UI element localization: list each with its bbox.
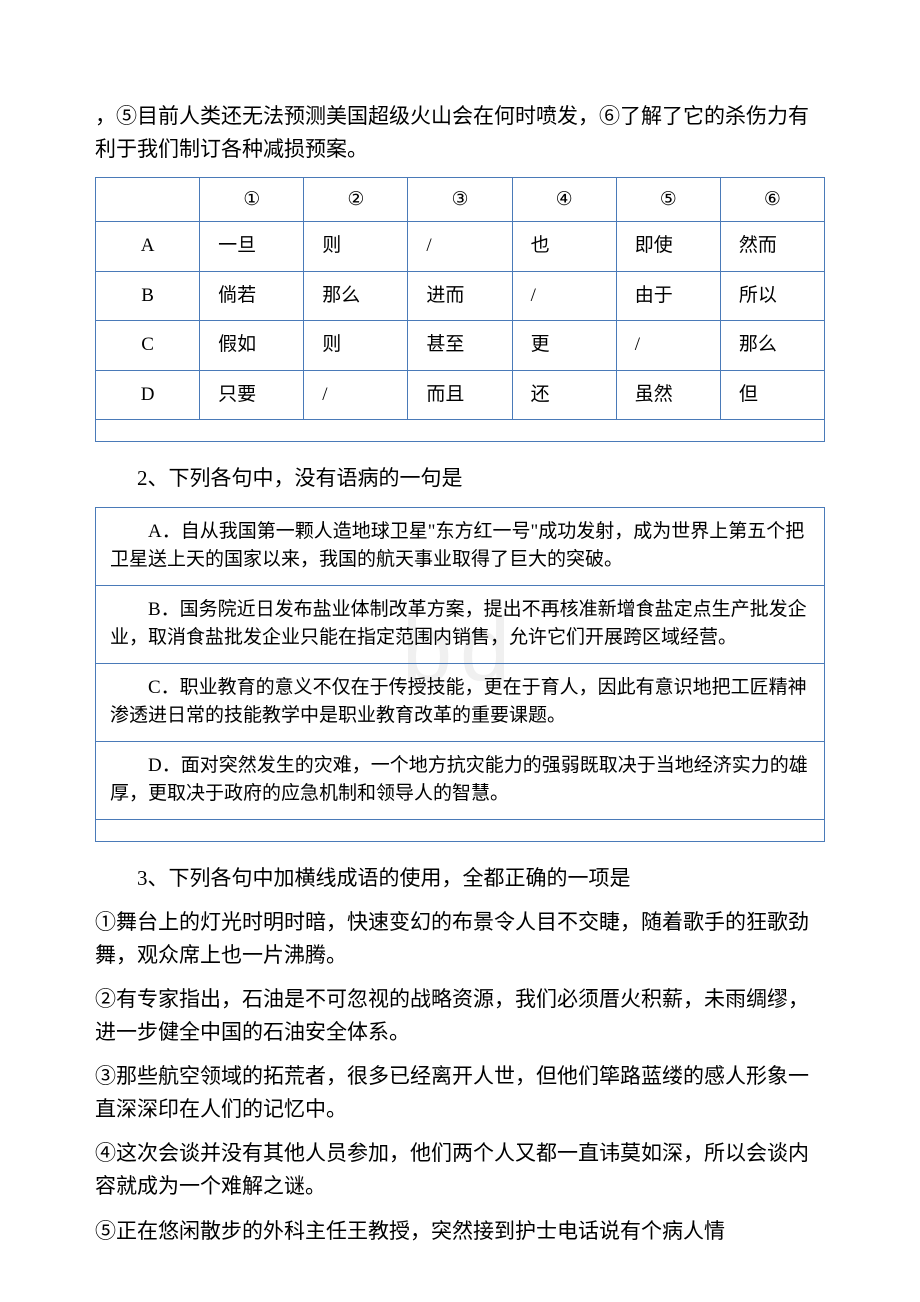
- data-cell: /: [616, 321, 720, 371]
- table-row: C 假如 则 甚至 更 / 那么: [96, 321, 825, 371]
- options-table-1: ① ② ③ ④ ⑤ ⑥ A 一旦 则 / 也 即使 然而 B 倘若 那么 进而 …: [95, 177, 825, 442]
- data-cell: 而且: [408, 370, 512, 420]
- q3-item: ③那些航空领域的拓荒者，很多已经离开人世，但他们筚路蓝缕的感人形象一直深深印在人…: [95, 1060, 825, 1125]
- q3-item: ④这次会谈并没有其他人员参加，他们两个人又都一直讳莫如深，所以会谈内容就成为一个…: [95, 1137, 825, 1202]
- table-empty-row: [96, 420, 825, 442]
- table-row: D 只要 / 而且 还 虽然 但: [96, 370, 825, 420]
- header-cell: ③: [408, 178, 512, 222]
- data-cell: /: [304, 370, 408, 420]
- header-cell: ②: [304, 178, 408, 222]
- data-cell: /: [408, 222, 512, 272]
- table-row: C．职业教育的意义不仅在于传授技能，更在于育人，因此有意识地把工匠精神渗透进日常…: [96, 663, 825, 741]
- data-cell: 假如: [200, 321, 304, 371]
- data-cell: 虽然: [616, 370, 720, 420]
- data-cell: 那么: [720, 321, 824, 371]
- data-cell: 然而: [720, 222, 824, 272]
- header-cell: ①: [200, 178, 304, 222]
- q3-item: ②有专家指出，石油是不可忽视的战略资源，我们必须厝火积薪，未雨绸缪，进一步健全中…: [95, 983, 825, 1048]
- header-cell: ④: [512, 178, 616, 222]
- option-cell: D．面对突然发生的灾难，一个地方抗灾能力的强弱既取决于当地经济实力的雄厚，更取决…: [96, 741, 825, 819]
- data-cell: 即使: [616, 222, 720, 272]
- table-empty-row: [96, 819, 825, 841]
- table-row: B 倘若 那么 进而 / 由于 所以: [96, 271, 825, 321]
- q3-item: ①舞台上的灯光时明时暗，快速变幻的布景令人目不交睫，随着歌手的狂歌劲舞，观众席上…: [95, 906, 825, 971]
- data-cell: 甚至: [408, 321, 512, 371]
- row-label-cell: B: [96, 271, 200, 321]
- table-row: A 一旦 则 / 也 即使 然而: [96, 222, 825, 272]
- header-cell: [96, 178, 200, 222]
- option-cell: C．职业教育的意义不仅在于传授技能，更在于育人，因此有意识地把工匠精神渗透进日常…: [96, 663, 825, 741]
- header-cell: ⑤: [616, 178, 720, 222]
- data-cell: 只要: [200, 370, 304, 420]
- row-label-cell: A: [96, 222, 200, 272]
- q3-item: ⑤正在悠闲散步的外科主任王教授，突然接到护士电话说有个病人情: [95, 1215, 825, 1248]
- data-cell: 也: [512, 222, 616, 272]
- option-cell: A．自从我国第一颗人造地球卫星"东方红一号"成功发射，成为世界上第五个把卫星送上…: [96, 507, 825, 585]
- data-cell: 一旦: [200, 222, 304, 272]
- intro-paragraph: ，⑤目前人类还无法预测美国超级火山会在何时喷发，⑥了解了它的杀伤力有利于我们制订…: [95, 100, 825, 165]
- question-2-label: 2、下列各句中，没有语病的一句是: [95, 462, 825, 495]
- row-label-cell: C: [96, 321, 200, 371]
- table-row: A．自从我国第一颗人造地球卫星"东方红一号"成功发射，成为世界上第五个把卫星送上…: [96, 507, 825, 585]
- data-cell: 进而: [408, 271, 512, 321]
- table-header-row: ① ② ③ ④ ⑤ ⑥: [96, 178, 825, 222]
- data-cell: 倘若: [200, 271, 304, 321]
- data-cell: /: [512, 271, 616, 321]
- data-cell: 还: [512, 370, 616, 420]
- data-cell: 则: [304, 321, 408, 371]
- options-table-2: A．自从我国第一颗人造地球卫星"东方红一号"成功发射，成为世界上第五个把卫星送上…: [95, 507, 825, 842]
- table-row: D．面对突然发生的灾难，一个地方抗灾能力的强弱既取决于当地经济实力的雄厚，更取决…: [96, 741, 825, 819]
- data-cell: 所以: [720, 271, 824, 321]
- data-cell: 则: [304, 222, 408, 272]
- data-cell: 那么: [304, 271, 408, 321]
- question-3-label: 3、下列各句中加横线成语的使用，全都正确的一项是: [95, 862, 825, 895]
- row-label-cell: D: [96, 370, 200, 420]
- data-cell: 更: [512, 321, 616, 371]
- data-cell: 由于: [616, 271, 720, 321]
- header-cell: ⑥: [720, 178, 824, 222]
- option-cell: B．国务院近日发布盐业体制改革方案，提出不再核准新增食盐定点生产批发企业，取消食…: [96, 585, 825, 663]
- table-row: B．国务院近日发布盐业体制改革方案，提出不再核准新增食盐定点生产批发企业，取消食…: [96, 585, 825, 663]
- data-cell: 但: [720, 370, 824, 420]
